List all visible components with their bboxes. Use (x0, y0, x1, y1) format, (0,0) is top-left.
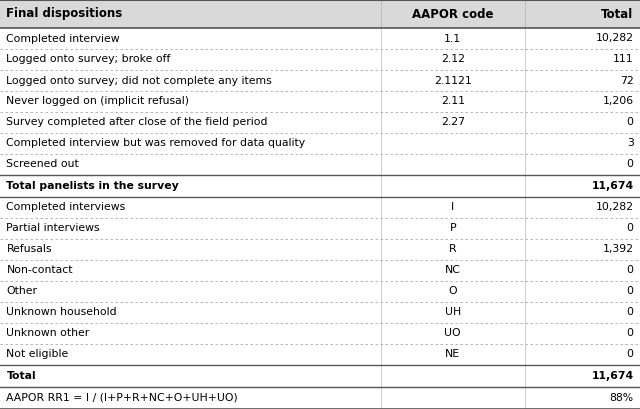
Text: 3: 3 (627, 139, 634, 148)
Text: 0: 0 (627, 265, 634, 276)
Bar (0, 344, 640, 365)
Text: Total: Total (602, 7, 634, 20)
Bar (0, 218, 640, 239)
Text: 11,674: 11,674 (591, 181, 634, 191)
Bar (0, 112, 640, 133)
Text: 2.12: 2.12 (441, 54, 465, 65)
Text: 88%: 88% (609, 393, 634, 403)
Text: Unknown household: Unknown household (6, 308, 117, 317)
Text: Unknown other: Unknown other (6, 328, 90, 339)
Bar (0, 154, 640, 175)
Text: NC: NC (445, 265, 461, 276)
Text: Not eligible: Not eligible (6, 350, 68, 360)
Text: 72: 72 (620, 76, 634, 85)
Bar (0, 197, 640, 218)
Text: 1,392: 1,392 (603, 245, 634, 254)
Text: 11,674: 11,674 (591, 371, 634, 381)
Text: 111: 111 (613, 54, 634, 65)
Text: R: R (449, 245, 456, 254)
Text: AAPOR code: AAPOR code (412, 7, 493, 20)
Bar (0, 0, 640, 28)
Text: Refusals: Refusals (6, 245, 52, 254)
Text: 2.11: 2.11 (441, 97, 465, 106)
Bar (0, 133, 640, 154)
Text: NE: NE (445, 350, 460, 360)
Text: 0: 0 (627, 286, 634, 297)
Text: 10,282: 10,282 (596, 34, 634, 43)
Text: Screened out: Screened out (6, 160, 79, 169)
Text: 0: 0 (627, 328, 634, 339)
Bar (0, 365, 640, 387)
Text: Completed interviews: Completed interviews (6, 202, 125, 213)
Text: Survey completed after close of the field period: Survey completed after close of the fiel… (6, 117, 268, 128)
Text: Other: Other (6, 286, 37, 297)
Text: 10,282: 10,282 (596, 202, 634, 213)
Text: 0: 0 (627, 223, 634, 234)
Text: 2.1121: 2.1121 (434, 76, 472, 85)
Bar (0, 239, 640, 260)
Text: Final dispositions: Final dispositions (6, 7, 123, 20)
Bar (0, 323, 640, 344)
Text: Logged onto survey; did not complete any items: Logged onto survey; did not complete any… (6, 76, 272, 85)
Text: UH: UH (445, 308, 461, 317)
Text: Completed interview but was removed for data quality: Completed interview but was removed for … (6, 139, 305, 148)
Text: Total panelists in the survey: Total panelists in the survey (6, 181, 179, 191)
Text: 2.27: 2.27 (441, 117, 465, 128)
Text: 0: 0 (627, 160, 634, 169)
Text: Logged onto survey; broke off: Logged onto survey; broke off (6, 54, 171, 65)
Bar (0, 28, 640, 49)
Bar (0, 175, 640, 197)
Text: Partial interviews: Partial interviews (6, 223, 100, 234)
Bar (0, 281, 640, 302)
Bar (0, 302, 640, 323)
Bar (0, 260, 640, 281)
Text: UO: UO (445, 328, 461, 339)
Text: O: O (449, 286, 457, 297)
Text: Completed interview: Completed interview (6, 34, 120, 43)
Text: Total: Total (6, 371, 36, 381)
Text: I: I (451, 202, 454, 213)
Bar (0, 70, 640, 91)
Text: AAPOR RR1 = I / (I+P+R+NC+O+UH+UO): AAPOR RR1 = I / (I+P+R+NC+O+UH+UO) (6, 393, 238, 403)
Text: 0: 0 (627, 308, 634, 317)
Text: 0: 0 (627, 350, 634, 360)
Bar (0, 387, 640, 409)
Bar (0, 91, 640, 112)
Bar (0, 49, 640, 70)
Text: 0: 0 (627, 117, 634, 128)
Text: Never logged on (implicit refusal): Never logged on (implicit refusal) (6, 97, 189, 106)
Text: P: P (449, 223, 456, 234)
Text: Non-contact: Non-contact (6, 265, 73, 276)
Text: 1,206: 1,206 (602, 97, 634, 106)
Text: 1.1: 1.1 (444, 34, 461, 43)
